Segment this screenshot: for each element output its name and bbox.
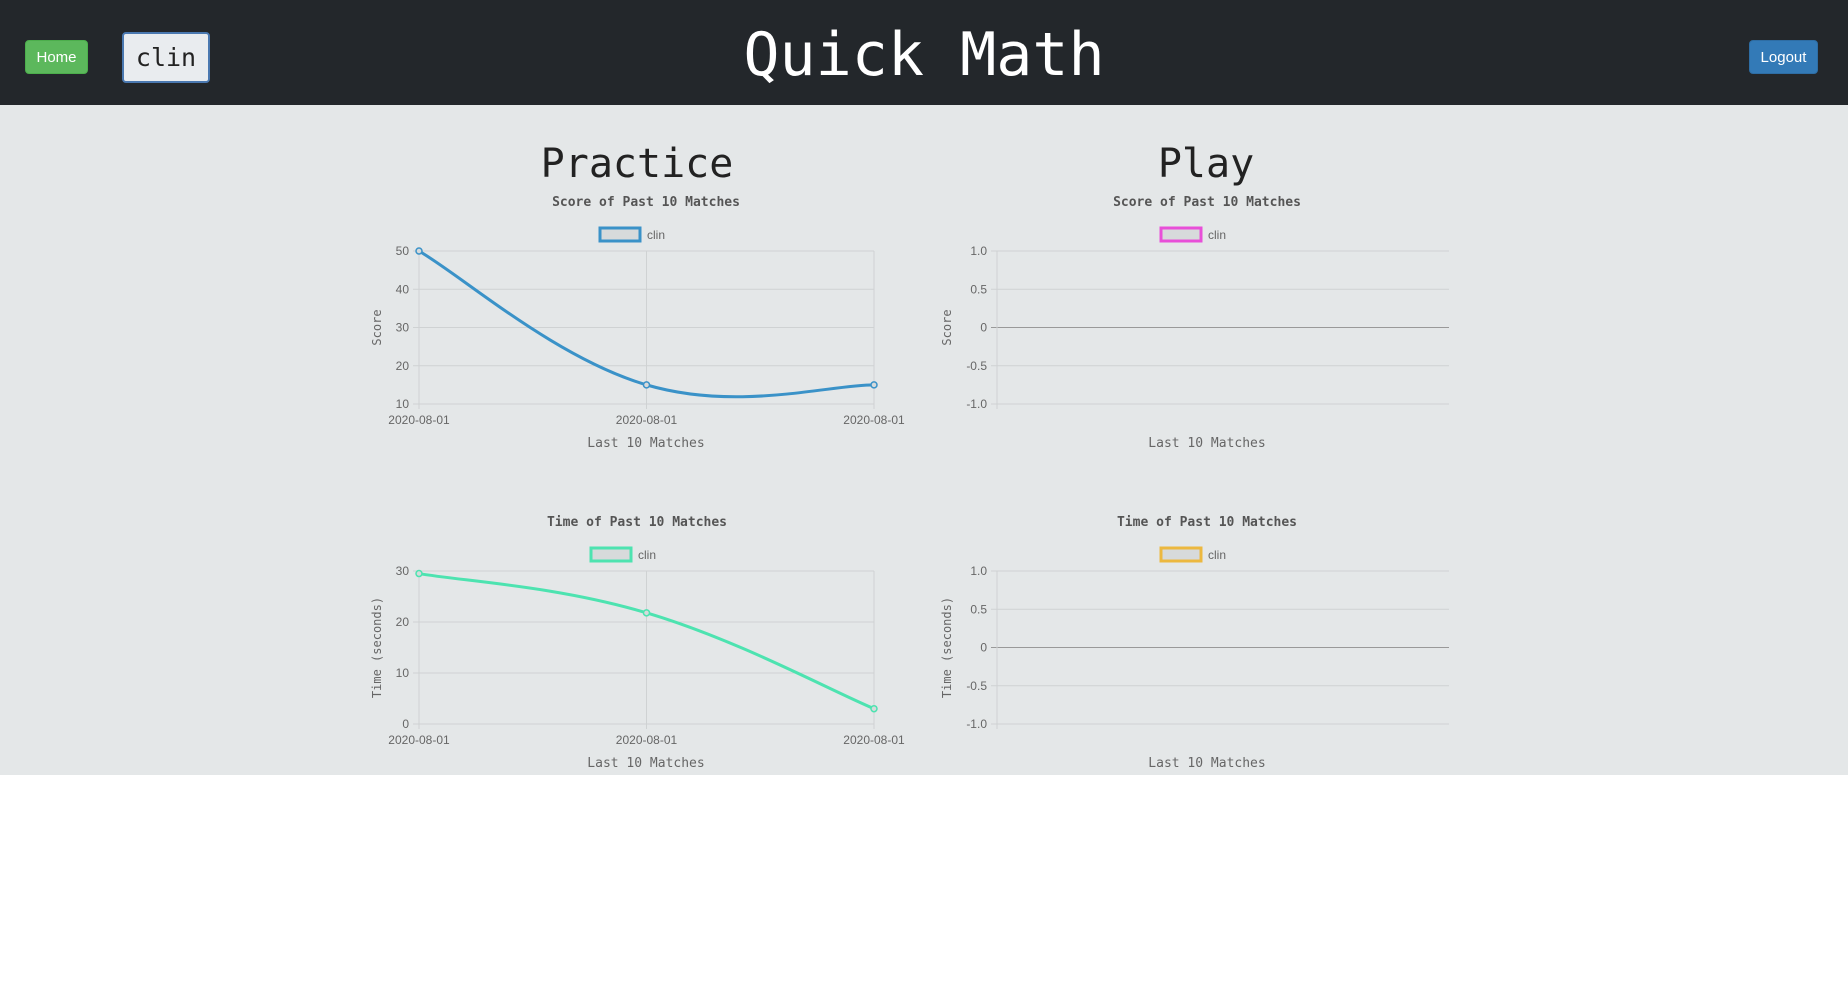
home-button[interactable]: Home (25, 40, 88, 74)
play-score-x-axis-label: Last 10 Matches (1148, 436, 1265, 451)
play-time-ytick-label: 0.5 (970, 602, 987, 616)
practice-time-xtick-label: 2020-08-01 (388, 733, 450, 747)
practice-time-ytick-label: 0 (402, 717, 409, 731)
practice-time-legend-label: clin (638, 548, 656, 562)
main-content: Practice Play (0, 105, 1848, 775)
play-time-ytick-label: 1.0 (970, 564, 987, 578)
practice-time-ytick-label: 20 (396, 615, 410, 629)
practice-time-xtick-label: 2020-08-01 (616, 733, 678, 747)
practice-score-ytick-label: 10 (396, 397, 410, 411)
practice-score-legend-label: clin (647, 228, 665, 242)
practice-time-title: Time of Past 10 Matches (547, 515, 727, 530)
play-time-ytick-label: -1.0 (966, 717, 987, 731)
practice-score-title: Score of Past 10 Matches (552, 195, 740, 210)
practice-score-xtick-label: 2020-08-01 (843, 413, 905, 427)
play-score-title: Score of Past 10 Matches (1113, 195, 1301, 210)
practice-score-legend-swatch (598, 226, 642, 243)
practice-score-ytick-label: 20 (396, 359, 410, 373)
practice-time-data-point (415, 569, 423, 578)
play-score-legend-label: clin (1208, 228, 1226, 242)
practice-time-data-point (870, 704, 878, 713)
practice-score-ytick-label: 40 (396, 282, 410, 296)
practice-score-xtick-label: 2020-08-01 (616, 413, 678, 427)
play-time-title: Time of Past 10 Matches (1117, 515, 1297, 530)
top-navbar: Home clin Quick Math Logout (0, 0, 1848, 105)
practice-score-x-axis-label: Last 10 Matches (587, 436, 704, 451)
play-time-ytick-label: -0.5 (966, 679, 987, 693)
play-score-legend-swatch (1159, 226, 1203, 243)
play-score-y-axis-label: Score (940, 309, 954, 345)
play-time-ytick-label: 0 (980, 641, 987, 655)
play-score-ytick-label: 0.5 (970, 282, 987, 296)
practice-time-xtick-label: 2020-08-01 (843, 733, 905, 747)
play-time-legend-swatch (1159, 546, 1203, 563)
practice-score-ytick-label: 50 (396, 244, 410, 258)
play-time-x-axis-label: Last 10 Matches (1148, 756, 1265, 771)
practice-score-data-point (642, 381, 651, 389)
practice-time-legend-swatch (589, 546, 633, 563)
practice-time-y-axis-label: Time (seconds) (370, 597, 384, 698)
practice-score-y-axis-label: Score (370, 309, 384, 345)
play-score-ytick-label: 1.0 (970, 244, 987, 258)
logout-button[interactable]: Logout (1749, 40, 1818, 74)
user-profile-button[interactable]: clin (122, 32, 210, 83)
play-time-y-axis-label: Time (seconds) (940, 597, 954, 698)
practice-score-data-point (415, 247, 423, 255)
site-title: Quick Math (743, 20, 1105, 90)
practice-time-x-axis-label: Last 10 Matches (587, 756, 704, 771)
play-score-ytick-label: -1.0 (966, 397, 987, 411)
play-score-ytick-label: 0 (980, 321, 987, 335)
play-time-legend-label: clin (1208, 548, 1226, 562)
practice-score-ytick-label: 30 (396, 321, 410, 335)
play-score-ytick-label: -0.5 (966, 359, 987, 373)
practice-score-xtick-label: 2020-08-01 (388, 413, 450, 427)
practice-time-ytick-label: 30 (396, 564, 410, 578)
play-section-title: Play (1157, 141, 1255, 187)
practice-time-ytick-label: 10 (396, 666, 410, 680)
practice-section-title: Practice (540, 141, 734, 187)
practice-score-data-point (870, 381, 878, 389)
practice-time-data-point (642, 609, 651, 617)
